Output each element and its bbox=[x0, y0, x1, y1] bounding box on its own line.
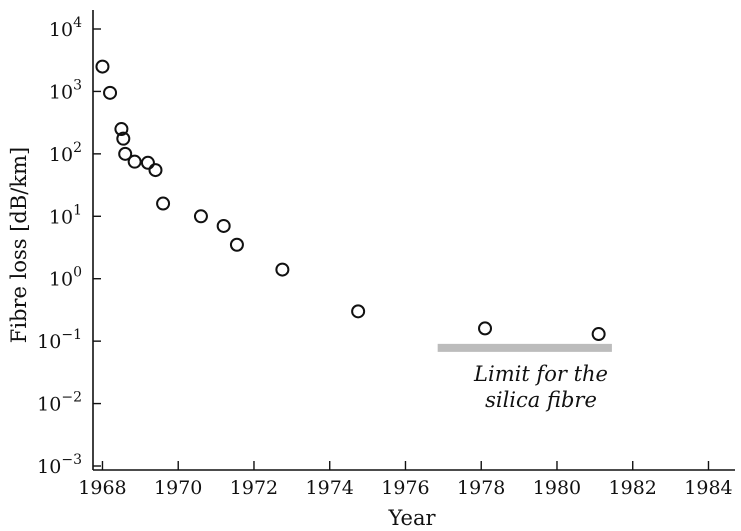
data-point-11 bbox=[229, 237, 244, 252]
plot-area: 104 103 102 101 100 10−1 10−2 10−3 1968 1970 1972… bbox=[37, 10, 735, 499]
x-tick-label-8: 1984 bbox=[684, 477, 732, 499]
data-point-3 bbox=[116, 131, 131, 146]
x-tick-label-7: 1982 bbox=[609, 477, 657, 499]
x-tick-label-3: 1974 bbox=[306, 477, 354, 499]
x-tick-label-5: 1978 bbox=[457, 477, 505, 499]
x-tick-label-2: 1972 bbox=[230, 477, 278, 499]
y-tick-label-5: 10−1 bbox=[37, 327, 82, 353]
data-point-10 bbox=[216, 218, 231, 233]
y-tick-label-2: 102 bbox=[49, 140, 82, 166]
y-axis-title: Fibre loss [dB/km] bbox=[7, 147, 31, 343]
limit-annotation-line-2: silica fibre bbox=[485, 388, 597, 412]
y-tick-label-1: 103 bbox=[49, 77, 82, 103]
x-tick-label-6: 1980 bbox=[533, 477, 581, 499]
data-point-7 bbox=[148, 163, 163, 178]
x-ticks: 1968 1970 1972 1974 1976 1978 1980 1982 1984 bbox=[78, 461, 733, 499]
data-point-5 bbox=[127, 154, 142, 169]
y-tick-label-7: 10−3 bbox=[37, 452, 82, 478]
data-point-9 bbox=[193, 209, 208, 224]
x-tick-label-0: 1968 bbox=[78, 477, 126, 499]
x-axis-title: Year bbox=[387, 506, 436, 530]
data-point-6 bbox=[140, 155, 155, 170]
y-tick-label-4: 100 bbox=[49, 265, 82, 291]
y-tick-label-3: 101 bbox=[49, 202, 82, 228]
data-point-13 bbox=[351, 304, 366, 319]
data-points bbox=[95, 59, 606, 342]
limit-annotation-line-1: Limit for the bbox=[473, 362, 608, 386]
data-point-2 bbox=[114, 122, 129, 137]
data-point-0 bbox=[95, 59, 110, 74]
data-point-4 bbox=[118, 146, 133, 161]
x-tick-label-1: 1970 bbox=[154, 477, 202, 499]
x-tick-label-4: 1976 bbox=[381, 477, 429, 499]
data-point-1 bbox=[103, 85, 118, 100]
data-point-12 bbox=[275, 262, 290, 277]
data-point-14 bbox=[478, 321, 493, 336]
y-ticks: 104 103 102 101 100 10−1 10−2 10−3 bbox=[37, 15, 101, 478]
y-tick-label-6: 10−2 bbox=[37, 390, 82, 416]
data-point-15 bbox=[591, 327, 606, 342]
y-tick-label-0: 104 bbox=[49, 15, 82, 41]
data-point-8 bbox=[156, 196, 171, 211]
